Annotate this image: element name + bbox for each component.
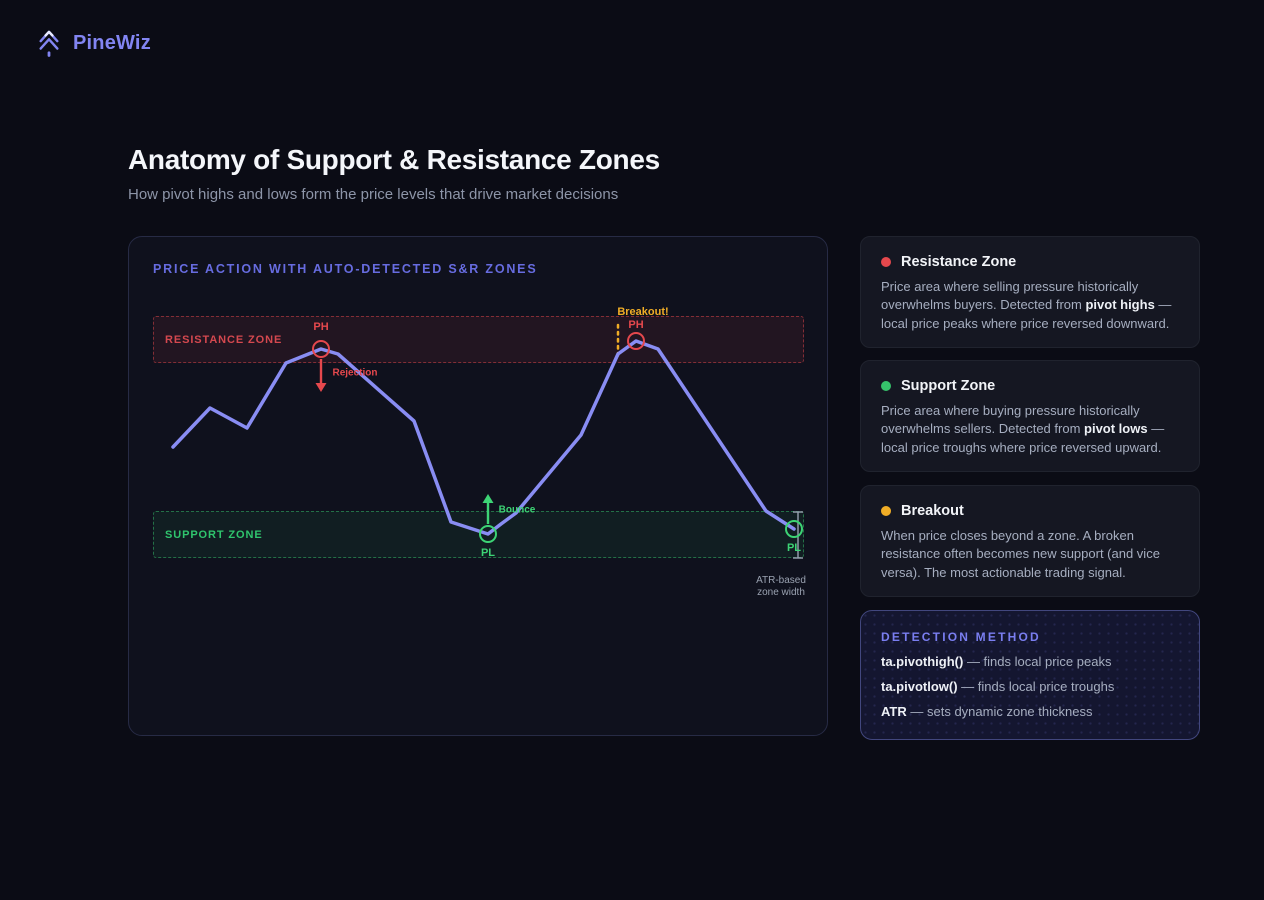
detection-method-card: DETECTION METHOD ta.pivothigh() — finds …: [860, 610, 1200, 740]
support-zone: SUPPORT ZONE: [153, 511, 804, 558]
code-term: ATR: [881, 704, 907, 719]
atr-note-line2: zone width: [757, 586, 805, 598]
support-zone-label: SUPPORT ZONE: [165, 528, 263, 541]
pivot-high-marker: [312, 340, 330, 358]
chart-card: PRICE ACTION WITH AUTO-DETECTED S&R ZONE…: [128, 236, 828, 736]
atr-note-line1: ATR-based: [756, 575, 806, 586]
pivot-low-marker: [785, 520, 803, 538]
bounce-label: Bounce: [498, 504, 536, 516]
code-desc: — finds local price peaks: [963, 654, 1112, 669]
detection-row: ta.pivotlow() — finds local price trough…: [881, 679, 1179, 694]
breakout-dot-icon: [881, 506, 891, 516]
brand[interactable]: PineWiz: [36, 28, 151, 58]
detection-row: ATR — sets dynamic zone thickness: [881, 704, 1179, 719]
card-title: Breakout: [901, 503, 964, 519]
resistance-zone: RESISTANCE ZONE: [153, 316, 804, 363]
detection-method-title: DETECTION METHOD: [881, 630, 1041, 644]
price-line: [171, 339, 796, 536]
brand-name: PineWiz: [73, 31, 151, 54]
resistance-zone-label: RESISTANCE ZONE: [165, 333, 283, 346]
pivot-low-marker: [479, 525, 497, 543]
legend-panel: Resistance Zone Price area where selling…: [860, 236, 1200, 740]
breakout-label: Breakout!: [617, 306, 669, 318]
pivot-low-label-1: PL: [480, 547, 496, 559]
code-desc: — finds local price troughs: [957, 679, 1115, 694]
code-term: ta.pivotlow(): [881, 679, 958, 694]
card-body: Price area where selling pressure histor…: [881, 279, 1172, 331]
rejection-label: Rejection: [332, 367, 378, 379]
resistance-dot-icon: [881, 257, 891, 267]
pivot-high-label-2: PH: [628, 319, 644, 331]
code-term: ta.pivothigh(): [881, 654, 964, 669]
breakout-card: Breakout When price closes beyond a zone…: [860, 485, 1200, 597]
page-title: Anatomy of Support & Resistance Zones: [128, 144, 660, 175]
pivot-high-marker: [627, 332, 645, 350]
card-title: Resistance Zone: [901, 254, 1017, 270]
detection-row: ta.pivothigh() — finds local price peaks: [881, 654, 1179, 669]
page-subtitle: How pivot highs and lows form the price …: [128, 186, 619, 203]
card-title: Support Zone: [901, 378, 996, 394]
pivot-high-label-1: PH: [313, 321, 329, 333]
pinewiz-logo-icon: [39, 30, 59, 57]
atr-zone-width-note: ATR-based zone width: [729, 575, 833, 598]
pivot-low-label-2: PL: [786, 542, 802, 554]
rejection-arrowhead-icon: [315, 383, 327, 392]
chart-title: PRICE ACTION WITH AUTO-DETECTED S&R ZONE…: [153, 262, 538, 276]
code-desc: — sets dynamic zone thickness: [906, 704, 1093, 719]
card-body: Price area where buying pressure histori…: [881, 403, 1165, 455]
price-chart-svg: [171, 323, 803, 559]
support-dot-icon: [881, 381, 891, 391]
bounce-arrowhead-icon: [482, 494, 494, 503]
support-zone-card: Support Zone Price area where buying pre…: [860, 360, 1200, 472]
card-body: When price closes beyond a zone. A broke…: [881, 528, 1160, 580]
resistance-zone-card: Resistance Zone Price area where selling…: [860, 236, 1200, 348]
